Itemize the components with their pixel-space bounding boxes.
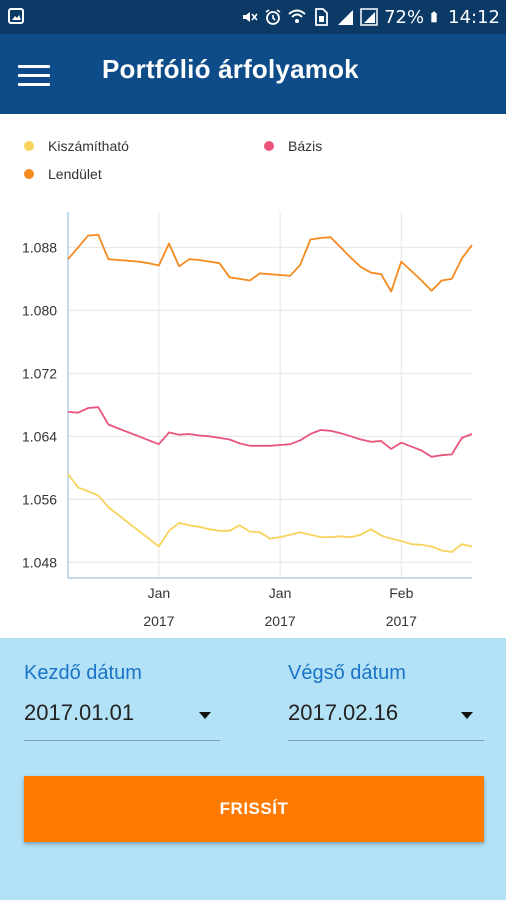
start-date-field[interactable]: Kezdő dátum 2017.01.01 <box>24 662 220 741</box>
end-date-label: Végső dátum <box>288 662 406 684</box>
y-tick-label: 1.056 <box>22 491 57 507</box>
x-tick-label: Jan <box>148 585 171 601</box>
x-tick-label: Jan <box>269 585 292 601</box>
refresh-button[interactable]: FRISSÍT <box>24 776 484 842</box>
legend-label: Lendület <box>48 166 102 182</box>
series-line-lend-let <box>67 233 473 293</box>
y-tick-label: 1.048 <box>22 554 57 570</box>
end-date-value[interactable]: 2017.02.16 <box>288 700 399 725</box>
start-date-label: Kezdő dátum <box>24 662 142 684</box>
sim-icon <box>315 8 329 26</box>
legend-item-lendulet: Lendület <box>24 166 102 182</box>
dropdown-arrow-icon[interactable] <box>461 712 473 719</box>
start-date-value[interactable]: 2017.01.01 <box>24 700 135 725</box>
legend-item-kiszamithato: Kiszámítható <box>24 138 129 154</box>
y-tick-label: 1.080 <box>22 302 57 318</box>
page-title: Portfólió árfolyamok <box>102 54 359 84</box>
app-bar: Portfólió árfolyamok <box>0 34 506 114</box>
end-date-underline <box>288 740 484 741</box>
series-line-kisz-m-that- <box>67 473 473 553</box>
status-bar: 72% 14:12 <box>0 0 506 34</box>
y-tick-label: 1.064 <box>22 428 57 444</box>
chart-legend: Kiszámítható Bázis Lendület <box>22 136 502 192</box>
legend-label: Kiszámítható <box>48 138 129 154</box>
x-tick-label: 2017 <box>386 613 417 629</box>
mute-icon <box>243 12 258 22</box>
wifi-icon <box>288 9 306 23</box>
image-icon <box>8 8 24 24</box>
dropdown-arrow-icon[interactable] <box>199 712 211 719</box>
hamburger-menu-icon[interactable] <box>18 61 50 87</box>
legend-dot <box>24 169 34 179</box>
legend-item-bazis: Bázis <box>264 138 322 154</box>
battery-percent: 72% <box>384 6 425 28</box>
start-date-underline <box>24 740 220 741</box>
chart-svg: 1.048 1.056 1.064 1.072 1.080 1.088 Jan 2017 Jan… <box>22 212 473 629</box>
signal-icon <box>338 10 354 25</box>
legend-dot <box>24 141 34 151</box>
battery-icon <box>431 11 437 23</box>
legend-dot <box>264 141 274 151</box>
y-tick-label: 1.088 <box>22 239 57 255</box>
end-date-field[interactable]: Végső dátum 2017.02.16 <box>288 662 484 741</box>
y-tick-label: 1.072 <box>22 365 57 381</box>
portfolio-chart: 1.048 1.056 1.064 1.072 1.080 1.088 Jan 2017 Jan… <box>0 200 506 640</box>
x-tick-label: Feb <box>389 585 413 601</box>
signal-icon-2 <box>360 8 378 26</box>
x-tick-label: 2017 <box>143 613 174 629</box>
date-panel <box>0 638 506 900</box>
series-line-b-zis <box>67 406 473 458</box>
clock: 14:12 <box>448 6 500 28</box>
legend-label: Bázis <box>288 138 323 154</box>
alarm-icon <box>265 9 281 25</box>
x-tick-label: 2017 <box>265 613 296 629</box>
